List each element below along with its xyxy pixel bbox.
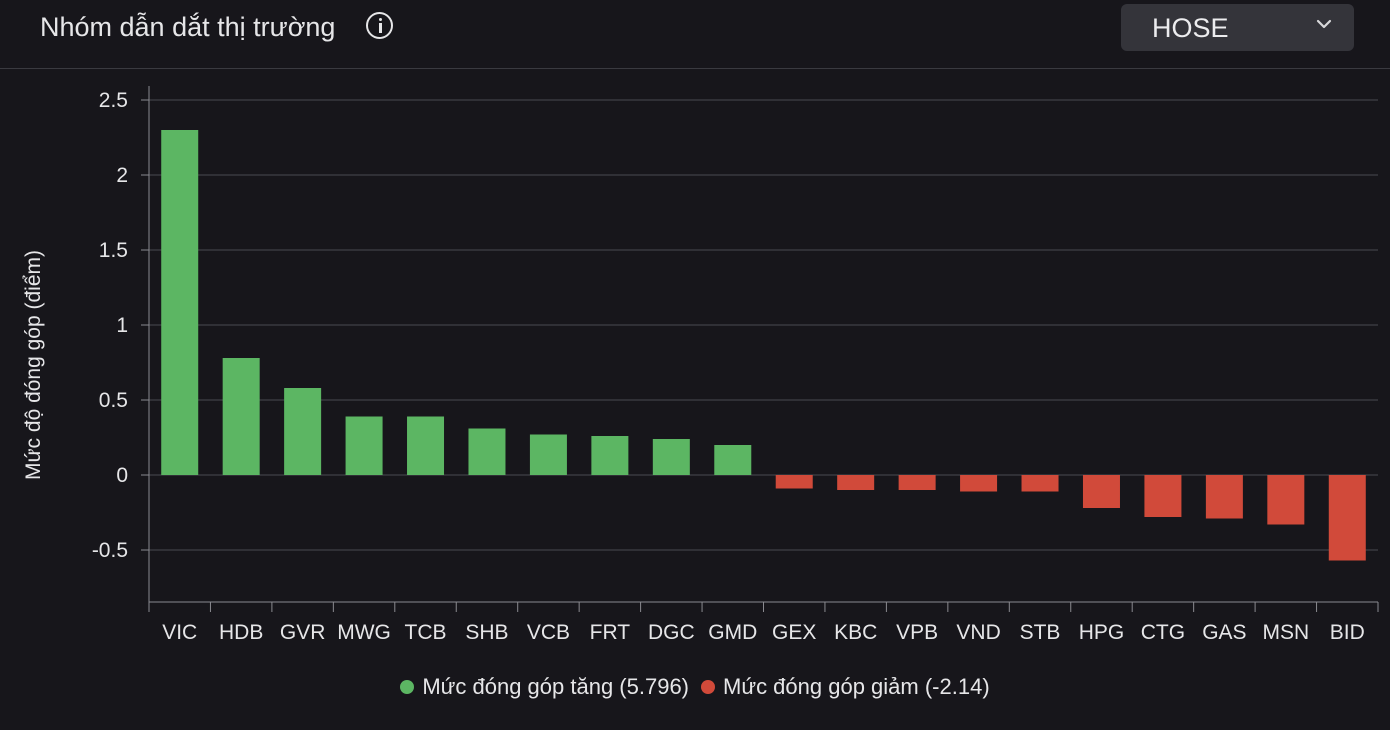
legend-dot-negative [701, 680, 716, 694]
info-circle-icon[interactable] [366, 12, 393, 39]
bar-shb [468, 428, 506, 475]
bar-stb [1021, 475, 1059, 492]
bar-frt [591, 436, 629, 475]
y-tick-label: 0.5 [99, 389, 128, 412]
x-tick-label: VND [956, 621, 1000, 644]
bar-msn [1267, 475, 1305, 525]
bar-mwg [345, 416, 383, 475]
chart-header: Nhóm dẫn dắt thị trường HOSE [0, 0, 1390, 69]
x-tick-label: GEX [772, 621, 816, 644]
x-tick-label: TCB [405, 621, 447, 644]
x-tick-label: DGC [648, 621, 695, 644]
bar-tcb [407, 416, 445, 475]
y-tick-label: 1 [116, 314, 128, 337]
bar-gmd [714, 445, 752, 475]
x-tick-label: HPG [1079, 621, 1125, 644]
x-tick-label: VIC [162, 621, 197, 644]
x-tick-label: MSN [1262, 621, 1309, 644]
x-tick-label: FRT [590, 621, 631, 644]
x-tick-label: GMD [708, 621, 757, 644]
bar-vic [161, 130, 199, 475]
legend-item-negative[interactable]: Mức đóng góp giảm (-2.14) [701, 674, 990, 700]
x-tick-label: HDB [219, 621, 263, 644]
bar-vpb [898, 475, 936, 490]
x-tick-label: VCB [527, 621, 570, 644]
bar-gvr [284, 388, 322, 475]
x-tick-label: STB [1020, 621, 1061, 644]
bar-vcb [529, 434, 567, 475]
bar-kbc [837, 475, 875, 490]
bar-gex [775, 475, 813, 489]
legend-label-negative: Mức đóng góp giảm (-2.14) [723, 674, 990, 699]
x-tick-label: BID [1330, 621, 1365, 644]
y-tick-label: 2.5 [99, 89, 128, 112]
chart-legend: Mức đóng góp tăng (5.796) Mức đóng góp g… [0, 672, 1390, 702]
x-tick-label: GAS [1202, 621, 1246, 644]
exchange-dropdown[interactable]: HOSE [1121, 4, 1354, 51]
legend-item-positive[interactable]: Mức đóng góp tăng (5.796) [400, 674, 689, 700]
legend-label-positive: Mức đóng góp tăng (5.796) [422, 674, 690, 699]
x-tick-label: VPB [896, 621, 938, 644]
bar-bid [1328, 475, 1366, 561]
bar-hpg [1082, 475, 1120, 508]
legend-dot-positive [400, 680, 415, 694]
y-tick-label: 1.5 [99, 239, 128, 262]
x-tick-label: CTG [1141, 621, 1185, 644]
x-tick-label: GVR [280, 621, 326, 644]
y-tick-label: 0 [116, 464, 128, 487]
bar-vnd [960, 475, 998, 492]
bar-ctg [1144, 475, 1182, 517]
y-axis-label: Mức độ đóng góp (điểm) [22, 250, 45, 480]
bar-dgc [652, 439, 690, 475]
chevron-down-icon [1316, 19, 1332, 29]
y-tick-label: 2 [116, 164, 128, 187]
bar-gas [1205, 475, 1243, 519]
x-tick-label: MWG [337, 621, 391, 644]
y-tick-label: -0.5 [92, 539, 128, 562]
x-tick-label: SHB [465, 621, 508, 644]
chart-title: Nhóm dẫn dắt thị trường [40, 12, 336, 42]
x-tick-label: KBC [834, 621, 877, 644]
exchange-selected-value: HOSE [1152, 13, 1229, 43]
bar-chart: 2.5 2 1.5 1 0.5 0 -0.5 Mức độ đóng góp (điểm) VI… [22, 86, 1379, 644]
bar-hdb [222, 358, 260, 475]
